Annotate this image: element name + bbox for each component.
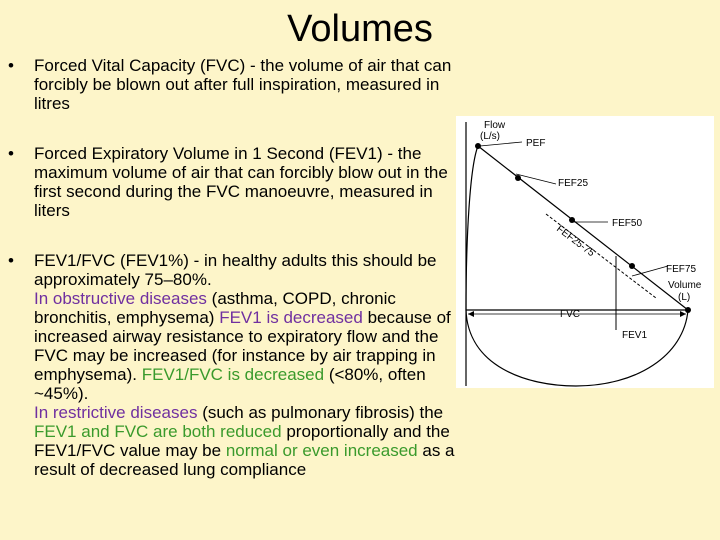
bullet-fvc: • Forced Vital Capacity (FVC) - the volu…	[8, 56, 460, 113]
y-axis-label: Flow	[484, 120, 506, 131]
bullet-fev1: • Forced Expiratory Volume in 1 Second (…	[8, 144, 460, 220]
bullet-text: (such as pulmonary fibrosis) the	[202, 403, 444, 422]
obstructive-diseases-text: In obstructive diseases	[34, 289, 207, 308]
fev1-decreased-text: FEV1 is decreased	[219, 308, 363, 327]
fvc-end-point	[685, 307, 691, 313]
fvc-arrow-right	[680, 311, 686, 317]
bullet-fev1-fvc-ratio: • FEV1/FVC (FEV1%) - in healthy adults t…	[8, 251, 460, 479]
bullet-marker: •	[8, 144, 14, 163]
slide-title: Volumes	[287, 8, 433, 50]
expiratory-curve	[465, 145, 689, 311]
fvc-label: FVC	[560, 309, 580, 320]
both-reduced-text: FEV1 and FVC are both reduced	[34, 422, 282, 441]
fef2575-dashed-line	[545, 213, 657, 299]
bullet-text: because of increased airway resistance t…	[34, 308, 451, 384]
fef50-point	[569, 217, 575, 223]
pef-leader	[479, 141, 523, 147]
fev1-label: FEV1	[622, 330, 647, 341]
bullet-text: Forced Vital Capacity (FVC) - the volume…	[34, 56, 452, 113]
bullet-text: (asthma, COPD, chronic bronchitis, emphy…	[34, 289, 396, 327]
bullet-text: as a result of decreased lung compliance	[34, 441, 455, 479]
restrictive-diseases-text: In restrictive diseases	[34, 403, 198, 422]
fef75-point	[629, 263, 635, 269]
fef2575-label: FEF25-75	[554, 224, 596, 260]
x-axis-unit: (L)	[678, 292, 690, 303]
flow-volume-svg: Flow (L/s) PEF FEF25 FEF50 FEF25-75 FEF7…	[465, 120, 702, 387]
flow-volume-loop-diagram: Flow (L/s) PEF FEF25 FEF50 FEF25-75 FEF7…	[456, 116, 714, 388]
bullet-text: proportionally and the FEV1/FVC value ma…	[34, 422, 450, 460]
normal-or-increased-text: normal or even increased	[225, 441, 418, 460]
fef75-leader	[631, 265, 669, 277]
bullet-marker: •	[8, 56, 14, 75]
ratio-decreased-text: FEV1/FVC is decreased	[141, 365, 325, 384]
bullet-marker: •	[8, 251, 14, 270]
x-axis-label: Volume	[668, 280, 702, 291]
pef-label: PEF	[526, 138, 545, 149]
y-axis-unit: (L/s)	[480, 131, 500, 142]
fef75-label: FEF75	[666, 264, 696, 275]
fef25-leader	[515, 173, 557, 185]
inspiratory-curve	[465, 309, 689, 387]
bullet-text: FEV1/FVC (FEV1%) - in healthy adults thi…	[34, 251, 437, 289]
fef25-label: FEF25	[558, 178, 588, 189]
fef50-label: FEF50	[612, 218, 642, 229]
bullet-text: (<80%, often ~45%).	[34, 365, 426, 403]
bullet-text: Forced Expiratory Volume in 1 Second (FE…	[34, 144, 448, 220]
fef25-point	[515, 175, 521, 181]
fvc-arrow-left	[468, 311, 474, 317]
pef-point	[475, 143, 481, 149]
